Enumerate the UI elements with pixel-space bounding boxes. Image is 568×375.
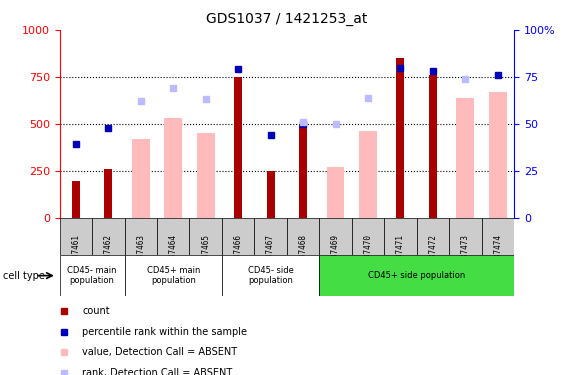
Text: cell type: cell type <box>3 271 45 280</box>
Bar <box>60 255 124 296</box>
Text: GSM37461: GSM37461 <box>72 234 80 272</box>
Bar <box>92 217 124 255</box>
Text: CD45+ side population: CD45+ side population <box>368 271 465 280</box>
Bar <box>299 124 307 218</box>
Text: GSM37474: GSM37474 <box>494 234 502 272</box>
Text: GSM37465: GSM37465 <box>201 234 210 272</box>
Bar <box>197 133 215 218</box>
Bar <box>234 77 242 218</box>
Bar <box>384 217 417 255</box>
Bar <box>352 217 384 255</box>
Bar <box>105 169 112 217</box>
Bar <box>222 255 319 296</box>
Bar <box>417 217 449 255</box>
Bar <box>482 217 514 255</box>
Bar <box>254 217 287 255</box>
Bar <box>124 217 157 255</box>
Bar <box>489 92 507 218</box>
Bar <box>327 167 344 218</box>
Text: GSM37473: GSM37473 <box>461 234 470 272</box>
Bar <box>132 139 150 218</box>
Bar <box>164 118 182 218</box>
Text: GSM37466: GSM37466 <box>233 234 243 272</box>
Text: GSM37462: GSM37462 <box>104 234 113 272</box>
Text: GSM37469: GSM37469 <box>331 234 340 272</box>
Bar <box>72 181 80 218</box>
Text: GSM37464: GSM37464 <box>169 234 178 272</box>
Bar <box>457 98 474 218</box>
Text: percentile rank within the sample: percentile rank within the sample <box>82 327 247 337</box>
Text: CD45+ main
population: CD45+ main population <box>147 266 200 285</box>
Bar <box>319 255 514 296</box>
Bar <box>222 217 254 255</box>
Text: GSM37470: GSM37470 <box>364 234 373 272</box>
Text: GSM37471: GSM37471 <box>396 234 405 272</box>
Bar <box>287 217 319 255</box>
Bar <box>319 217 352 255</box>
Bar <box>60 217 92 255</box>
Bar <box>124 255 222 296</box>
Text: value, Detection Call = ABSENT: value, Detection Call = ABSENT <box>82 347 237 357</box>
Text: GSM37463: GSM37463 <box>136 234 145 272</box>
Text: GSM37472: GSM37472 <box>428 234 437 272</box>
Bar <box>429 75 437 217</box>
Bar <box>449 217 482 255</box>
Text: count: count <box>82 306 110 316</box>
Bar <box>359 131 377 218</box>
Title: GDS1037 / 1421253_at: GDS1037 / 1421253_at <box>206 12 367 26</box>
Bar <box>396 58 404 217</box>
Text: GSM37468: GSM37468 <box>299 234 307 272</box>
Bar <box>157 217 190 255</box>
Text: CD45- side
population: CD45- side population <box>248 266 294 285</box>
Text: GSM37467: GSM37467 <box>266 234 275 272</box>
Text: CD45- main
population: CD45- main population <box>68 266 117 285</box>
Bar <box>266 171 275 217</box>
Bar <box>190 217 222 255</box>
Text: rank, Detection Call = ABSENT: rank, Detection Call = ABSENT <box>82 368 233 375</box>
